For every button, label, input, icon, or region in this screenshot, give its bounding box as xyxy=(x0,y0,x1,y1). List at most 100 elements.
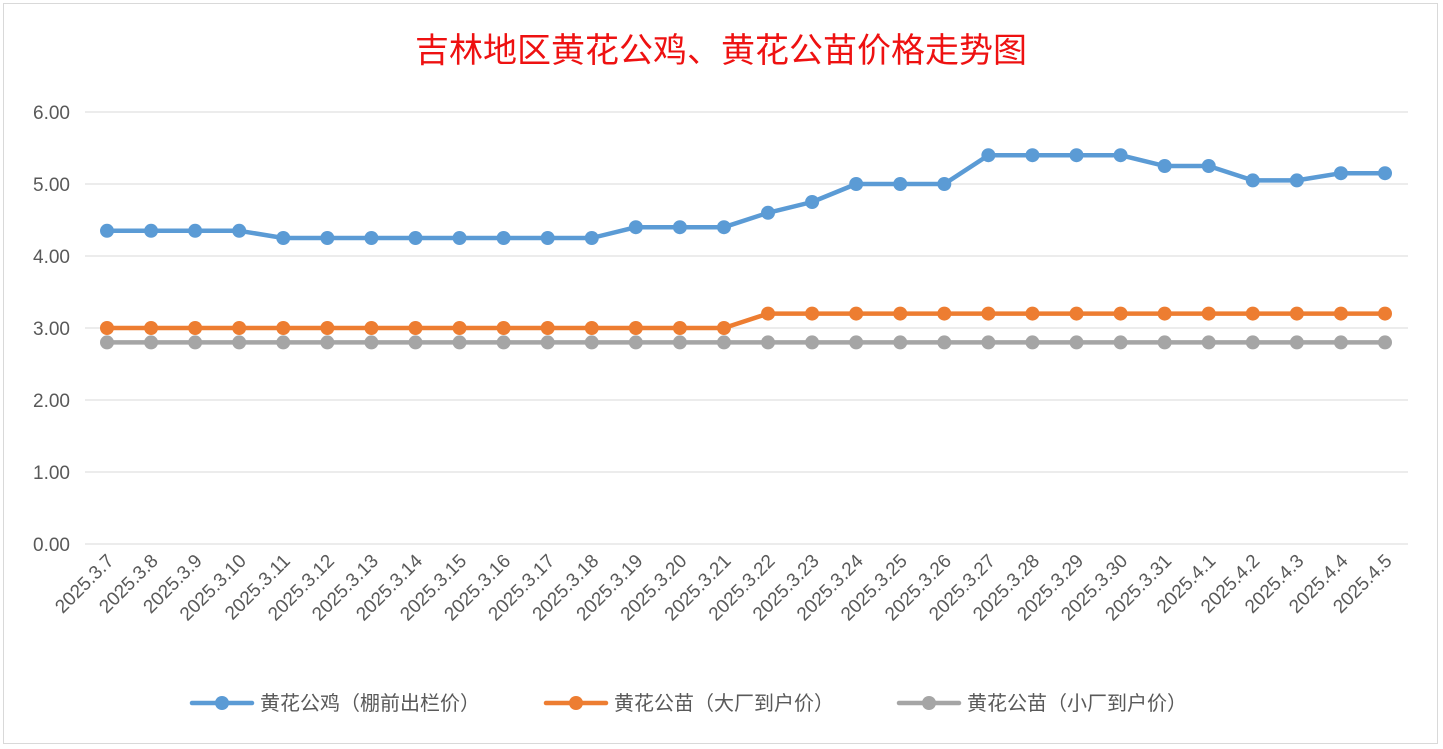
data-point xyxy=(144,321,159,335)
data-point xyxy=(1378,166,1392,181)
data-point xyxy=(805,195,820,209)
data-point xyxy=(672,321,687,335)
data-point xyxy=(1201,335,1216,350)
data-point xyxy=(584,335,599,350)
data-point xyxy=(540,335,555,350)
data-point xyxy=(893,177,908,191)
data-point xyxy=(937,335,952,350)
data-point xyxy=(628,321,643,335)
gridlines xyxy=(85,111,1408,545)
data-point xyxy=(584,231,599,245)
data-point xyxy=(849,177,864,191)
data-point xyxy=(1113,306,1128,321)
legend-marker-0 xyxy=(215,696,229,710)
legend-marker-2 xyxy=(922,696,936,710)
data-point xyxy=(320,335,335,350)
data-point xyxy=(1069,148,1084,163)
series-line-0 xyxy=(104,152,1388,241)
data-point xyxy=(761,205,776,220)
data-point xyxy=(981,335,996,350)
data-point xyxy=(716,220,731,235)
data-point xyxy=(716,335,731,350)
legend-label-1: 黄花公苗（大厂到户价） xyxy=(614,691,834,715)
data-point xyxy=(540,321,555,335)
y-tick-label: 3.00 xyxy=(33,319,70,340)
data-point xyxy=(672,335,687,350)
data-point xyxy=(144,223,159,238)
data-point xyxy=(937,177,952,191)
data-point xyxy=(496,231,511,245)
data-point xyxy=(188,321,203,335)
data-point xyxy=(981,306,996,321)
data-point xyxy=(1025,148,1040,163)
data-point xyxy=(364,335,379,350)
data-point xyxy=(496,335,511,350)
legend-label-2: 黄花公苗（小厂到户价） xyxy=(967,691,1187,715)
y-tick-label: 1.00 xyxy=(33,463,70,484)
x-axis-tick-labels: 2025.3.72025.3.82025.3.92025.3.102025.3.… xyxy=(51,550,1396,625)
data-point xyxy=(1245,173,1260,188)
series-lines xyxy=(104,152,1388,345)
series-line-1 xyxy=(104,311,1388,331)
data-point xyxy=(716,321,731,335)
data-point xyxy=(893,335,908,350)
legend: 黄花公鸡（棚前出栏价） 黄花公苗（大厂到户价） 黄花公苗（小厂到户价） xyxy=(189,691,1187,715)
y-tick-label: 4.00 xyxy=(33,247,70,268)
data-point xyxy=(408,231,423,245)
y-axis-tick-labels: 0.00 1.00 2.00 3.00 4.00 5.00 6.00 xyxy=(33,103,70,556)
data-point xyxy=(981,148,996,163)
data-point xyxy=(1378,335,1392,350)
data-point xyxy=(540,231,555,245)
data-point xyxy=(672,220,687,235)
data-point xyxy=(452,231,467,245)
data-point xyxy=(1069,335,1084,350)
data-point xyxy=(1201,306,1216,321)
data-point xyxy=(276,231,291,245)
data-point xyxy=(100,223,114,238)
data-point xyxy=(364,231,379,245)
data-point xyxy=(849,306,864,321)
data-point xyxy=(1113,148,1128,163)
data-point xyxy=(1289,306,1304,321)
data-point xyxy=(320,231,335,245)
chart-frame xyxy=(3,3,1438,744)
data-point xyxy=(188,223,203,238)
data-point xyxy=(1157,335,1172,350)
series-points xyxy=(100,148,1392,350)
data-point xyxy=(144,335,159,350)
data-point xyxy=(628,220,643,235)
data-point xyxy=(232,223,247,238)
data-point xyxy=(1157,159,1172,173)
data-point xyxy=(408,321,423,335)
data-point xyxy=(805,306,820,321)
y-tick-label: 6.00 xyxy=(33,103,70,124)
data-point xyxy=(628,335,643,350)
data-point xyxy=(1245,306,1260,321)
data-point xyxy=(1378,306,1392,321)
data-point xyxy=(408,335,423,350)
data-point xyxy=(1333,166,1348,181)
data-point xyxy=(761,306,776,321)
data-point xyxy=(232,335,247,350)
legend-marker-1 xyxy=(569,696,583,710)
y-tick-label: 0.00 xyxy=(33,535,70,556)
y-tick-label: 2.00 xyxy=(33,391,70,412)
data-point xyxy=(937,306,952,321)
legend-label-0: 黄花公鸡（棚前出栏价） xyxy=(260,691,480,715)
data-point xyxy=(232,321,247,335)
data-point xyxy=(100,321,114,335)
data-point xyxy=(1333,306,1348,321)
data-point xyxy=(496,321,511,335)
data-point xyxy=(1289,173,1304,188)
data-point xyxy=(276,321,291,335)
data-point xyxy=(1069,306,1084,321)
data-point xyxy=(893,306,908,321)
data-point xyxy=(1245,335,1260,350)
data-point xyxy=(452,321,467,335)
data-point xyxy=(761,335,776,350)
data-point xyxy=(364,321,379,335)
data-point xyxy=(1025,306,1040,321)
data-point xyxy=(1025,335,1040,350)
data-point xyxy=(452,335,467,350)
